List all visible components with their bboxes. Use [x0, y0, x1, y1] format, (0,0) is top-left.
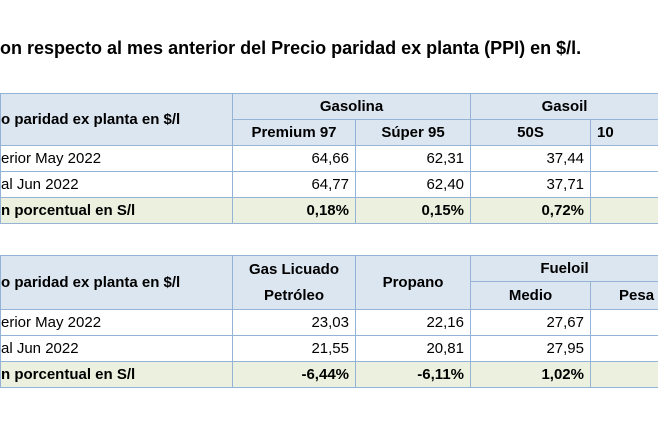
- cell: -6,11%: [355, 361, 471, 388]
- cell: 22,16: [355, 309, 471, 336]
- row-label: n porcentual en S/l: [0, 361, 233, 388]
- cell: 64,77: [232, 171, 356, 198]
- group-header: Fueloil: [470, 255, 658, 282]
- header-label: o paridad ex planta en $/l: [0, 93, 233, 146]
- cell: 0,15%: [354, 197, 472, 224]
- title: on respecto al mes anterior del Precio p…: [0, 38, 582, 58]
- row-label: al Jun 2022: [0, 171, 233, 198]
- column-header: Pesa: [590, 281, 658, 310]
- cell: 0,72%: [470, 197, 592, 224]
- cell: 37,44: [470, 145, 592, 172]
- column-header: Súper 95: [354, 119, 472, 146]
- cell: -6,44%: [232, 361, 356, 388]
- cell: 20,81: [355, 335, 471, 362]
- cell: 0,18%: [232, 197, 356, 224]
- group-header: Gasoil: [470, 93, 658, 120]
- cell: [590, 197, 658, 224]
- cell: 23,03: [232, 309, 356, 336]
- row-label: n porcentual en S/l: [0, 197, 233, 224]
- cell: [590, 335, 658, 362]
- row-label: erior May 2022: [0, 145, 233, 172]
- cell: 21,55: [232, 335, 356, 362]
- cell: 27,95: [470, 335, 591, 362]
- table-gasolina-gasoil: o paridad ex planta en $/l Gasolina Gaso…: [0, 93, 658, 224]
- cell: [590, 145, 658, 172]
- column-header: Medio: [470, 281, 591, 310]
- row-label: al Jun 2022: [0, 335, 233, 362]
- group-header: Gasolina: [231, 93, 472, 120]
- cell: 1,02%: [470, 361, 591, 388]
- column-header: Propano: [355, 255, 471, 310]
- column-header: 50S: [470, 119, 592, 146]
- cell: [590, 171, 658, 198]
- header-label: o paridad ex planta en $/l: [0, 255, 233, 310]
- cell: [590, 309, 658, 336]
- cell: 37,71: [470, 171, 592, 198]
- cell: 64,66: [232, 145, 356, 172]
- column-header: Premium 97: [232, 119, 356, 146]
- row-label: erior May 2022: [0, 309, 233, 336]
- column-header: Gas Licuado Petróleo: [232, 255, 356, 310]
- cell: 27,67: [470, 309, 591, 336]
- cell: [590, 361, 658, 388]
- table-glp-propano-fueloil: o paridad ex planta en $/l Gas Licuado P…: [0, 255, 658, 388]
- column-header: 10: [590, 119, 658, 146]
- cell: 62,40: [354, 171, 472, 198]
- cell: 62,31: [354, 145, 472, 172]
